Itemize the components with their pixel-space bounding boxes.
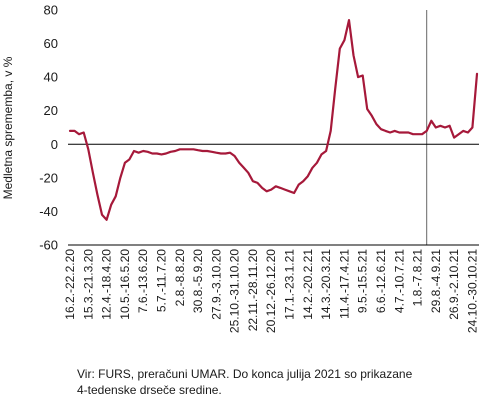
x-tick-label: 5.7.-11.7.20 bbox=[154, 249, 168, 312]
y-tick-label: 60 bbox=[44, 36, 58, 51]
x-tick-label: 9.5.-15.5.21 bbox=[356, 249, 370, 313]
x-tick-label: 6.6.-12.6.21 bbox=[374, 249, 388, 313]
x-tick-label: 4.7.-10.7.21 bbox=[392, 249, 406, 313]
x-tick-label: 25.10.-31.10.20 bbox=[228, 249, 242, 333]
x-tick-label: 16.2.-22.2.20 bbox=[63, 249, 77, 320]
y-axis-ticks: -60 -40 -20 0 20 40 60 80 bbox=[39, 3, 58, 253]
series-line bbox=[68, 19, 479, 221]
y-tick-label: -40 bbox=[39, 204, 58, 219]
y-axis-title: Medletna sprememba, v % bbox=[1, 56, 15, 199]
x-tick-label: 11.4.-17.4.21 bbox=[337, 249, 351, 319]
x-tick-label: 27.9.-3.10.20 bbox=[209, 249, 223, 320]
x-tick-label: 14.3.-20.3.21 bbox=[319, 249, 333, 320]
x-tick-label: 15.3.-21.3.20 bbox=[81, 249, 95, 320]
x-tick-label: 7.6.-13.6.20 bbox=[136, 249, 150, 313]
y-tick-label: 0 bbox=[51, 137, 58, 152]
y-tick-label: -20 bbox=[39, 170, 58, 185]
x-tick-label: 24.10.-30.10.21 bbox=[465, 249, 479, 333]
x-tick-label: 26.9.-2.10.21 bbox=[447, 249, 461, 320]
x-tick-label: 10.5.-16.5.20 bbox=[118, 249, 132, 320]
x-tick-label: 2.8.-8.8.20 bbox=[173, 249, 187, 307]
x-tick-label: 1.8.-7.8.21 bbox=[411, 249, 425, 307]
x-tick-label: 29.8.-4.9.21 bbox=[429, 249, 443, 313]
line-chart: Medletna sprememba, v % -60 -40 -20 0 20 40 60… bbox=[1, 3, 479, 334]
source-note-line-2: 4-tedenske drseče sredine. bbox=[77, 383, 222, 397]
x-tick-label: 12.4.-18.4.20 bbox=[100, 249, 114, 320]
y-tick-label: -60 bbox=[39, 238, 58, 253]
y-tick-label: 80 bbox=[44, 3, 58, 18]
y-tick-label: 40 bbox=[44, 70, 58, 85]
x-tick-label: 30.8.-5.9.20 bbox=[191, 249, 205, 313]
y-tick-label: 20 bbox=[44, 103, 58, 118]
x-tick-label: 20.12.-26.12.20 bbox=[264, 249, 278, 333]
x-axis-tick-labels: 16.2.-22.2.20 15.3.-21.3.20 12.4.-18.4.20 1… bbox=[63, 249, 479, 333]
x-tick-label: 17.1.-23.1.21 bbox=[283, 249, 297, 320]
x-tick-label: 22.11.-28.11.20 bbox=[246, 249, 260, 332]
source-note-line-1: Vir: FURS, preračuni UMAR. Do konca juli… bbox=[77, 367, 413, 381]
x-tick-label: 14.2.-20.2.21 bbox=[301, 249, 315, 320]
